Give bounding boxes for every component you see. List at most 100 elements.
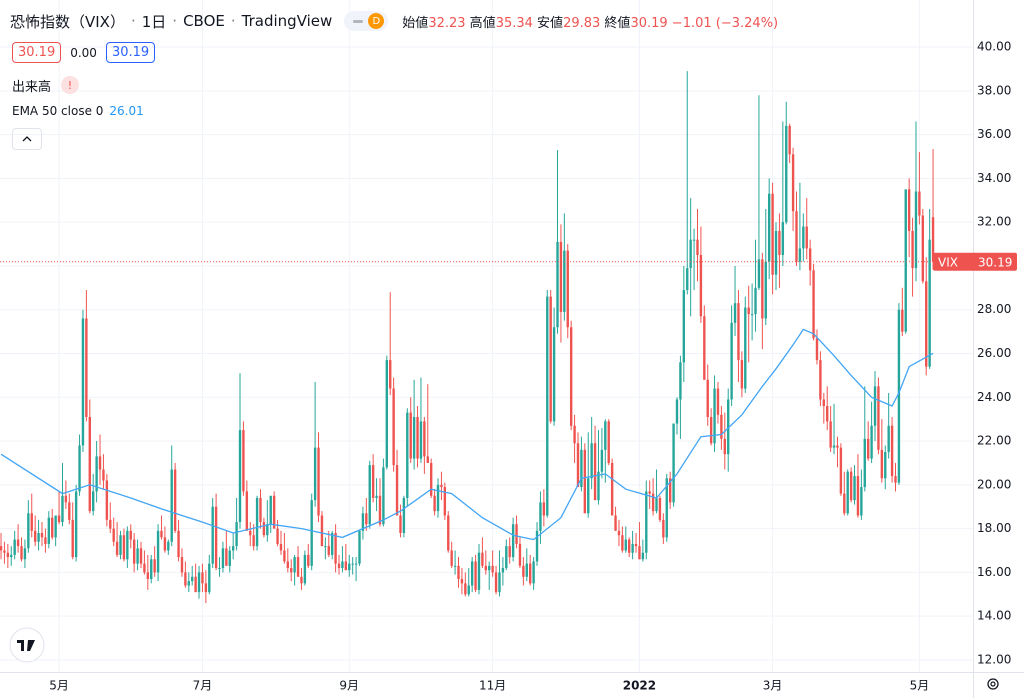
candle-body bbox=[300, 576, 303, 584]
volume-label: 出来高 bbox=[12, 79, 52, 95]
x-tick-label: 7月 bbox=[193, 679, 213, 693]
candle-body bbox=[320, 515, 324, 547]
candle-body bbox=[901, 309, 904, 332]
candle-body bbox=[511, 524, 515, 558]
candle-body bbox=[204, 583, 208, 593]
candle-body bbox=[173, 469, 177, 531]
candle-body bbox=[720, 414, 723, 439]
change: −1.01 bbox=[671, 15, 712, 31]
candle-body bbox=[44, 537, 47, 544]
candle-body bbox=[839, 447, 843, 494]
warning-icon[interactable]: ! bbox=[61, 76, 80, 94]
high-value: 35.34 bbox=[495, 15, 533, 31]
candle-body bbox=[583, 449, 587, 514]
tv-logo[interactable] bbox=[9, 627, 45, 663]
candle-body bbox=[600, 449, 604, 472]
candle-body bbox=[569, 327, 573, 426]
symbol-title[interactable]: 恐怖指数（VIX） bbox=[10, 12, 125, 31]
candle-body bbox=[928, 239, 931, 367]
candle-body bbox=[897, 309, 901, 483]
collapse-button[interactable] bbox=[12, 128, 42, 150]
candle-body bbox=[283, 550, 286, 562]
candle-body bbox=[163, 537, 167, 551]
candle-body bbox=[501, 568, 505, 573]
candle-body bbox=[457, 565, 460, 579]
candle-body bbox=[597, 471, 600, 501]
y-tick-label: 18.00 bbox=[977, 521, 1011, 535]
candle-body bbox=[187, 581, 190, 586]
buy-button[interactable]: 30.19 bbox=[105, 42, 156, 63]
candle-body bbox=[529, 563, 532, 584]
candle-body bbox=[399, 515, 402, 534]
candle-body bbox=[488, 565, 491, 571]
candle-body bbox=[423, 421, 426, 457]
candle-body bbox=[849, 471, 853, 501]
candle-body bbox=[829, 421, 832, 448]
candle-body bbox=[754, 287, 757, 315]
candle-body bbox=[628, 539, 631, 553]
high-label: 高値 bbox=[469, 15, 496, 31]
ema-name: EMA 50 close 0 bbox=[12, 104, 104, 118]
candle-body bbox=[266, 524, 269, 536]
y-tick-label: 20.00 bbox=[977, 477, 1011, 491]
candle-body bbox=[747, 307, 750, 315]
candle-body bbox=[880, 449, 884, 479]
candle-body bbox=[27, 513, 30, 549]
candle-body bbox=[365, 513, 368, 525]
candle-body bbox=[610, 462, 614, 516]
candle-body bbox=[368, 465, 371, 525]
y-tick-label: 16.00 bbox=[977, 565, 1011, 579]
candle-body bbox=[375, 495, 378, 498]
candle-body bbox=[634, 543, 638, 547]
candle-body bbox=[440, 484, 443, 488]
candle-body bbox=[740, 360, 744, 389]
candle-body bbox=[109, 519, 112, 529]
candle-body bbox=[436, 484, 440, 512]
candle-body bbox=[450, 550, 453, 566]
candle-body bbox=[877, 386, 880, 450]
ema-line bbox=[0, 328, 934, 541]
candle-body bbox=[167, 541, 170, 551]
candle-body bbox=[778, 230, 781, 256]
candle-body bbox=[307, 554, 310, 566]
candle-body bbox=[931, 217, 935, 262]
candle-body bbox=[522, 565, 525, 577]
candle-body bbox=[389, 360, 392, 389]
status-pill[interactable]: D bbox=[344, 11, 389, 31]
y-tick-label: 40.00 bbox=[977, 40, 1011, 54]
candle-body bbox=[836, 445, 839, 448]
ema-legend: EMA 50 close 0 26.01 bbox=[12, 101, 144, 121]
candle-body bbox=[542, 502, 546, 516]
candle-body bbox=[409, 412, 412, 459]
candle-body bbox=[153, 559, 156, 573]
candle-body bbox=[348, 563, 351, 571]
y-tick-label: 14.00 bbox=[977, 609, 1011, 623]
candle-body bbox=[505, 546, 508, 569]
candle-body bbox=[238, 430, 242, 523]
candle-body bbox=[211, 506, 214, 564]
interval[interactable]: 1日 bbox=[141, 12, 167, 31]
candle-body bbox=[682, 290, 686, 363]
candle-body bbox=[815, 338, 819, 361]
y-tick-label: 36.00 bbox=[977, 127, 1011, 141]
candle-body bbox=[37, 533, 40, 542]
candle-body bbox=[713, 388, 716, 444]
candle-body bbox=[798, 248, 802, 262]
candle-body bbox=[228, 550, 231, 566]
candle-body bbox=[494, 572, 498, 593]
candle-body bbox=[703, 316, 706, 380]
candle-body bbox=[853, 476, 856, 501]
candle-body bbox=[64, 495, 68, 503]
candle-body bbox=[696, 239, 699, 256]
candle-body bbox=[535, 530, 539, 562]
candle-body bbox=[904, 189, 907, 332]
candle-body bbox=[515, 524, 518, 544]
close-value: 30.19 bbox=[630, 15, 668, 31]
candle-body bbox=[354, 563, 358, 565]
candle-body bbox=[470, 561, 474, 586]
candle-body bbox=[392, 388, 395, 466]
candle-body bbox=[761, 259, 764, 319]
sell-button[interactable]: 30.19 bbox=[12, 42, 62, 63]
settings-gear[interactable] bbox=[987, 678, 999, 690]
candle-body bbox=[699, 255, 703, 317]
